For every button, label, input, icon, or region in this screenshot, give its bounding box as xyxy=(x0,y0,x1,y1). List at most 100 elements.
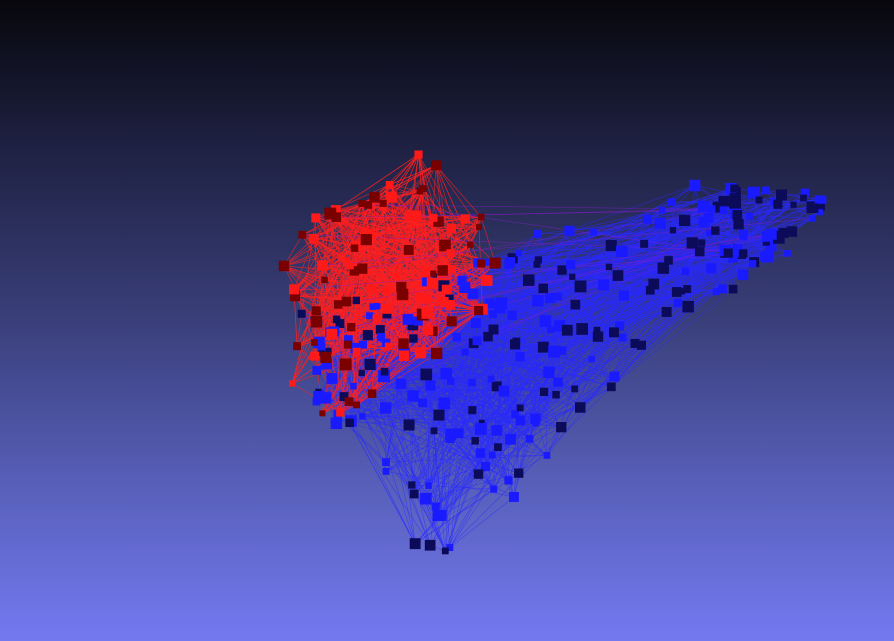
graph-node[interactable] xyxy=(557,346,567,355)
graph-node[interactable] xyxy=(349,266,360,276)
graph-node[interactable] xyxy=(667,198,676,206)
graph-node[interactable] xyxy=(385,181,394,189)
graph-node[interactable] xyxy=(552,391,560,399)
graph-node[interactable] xyxy=(732,250,739,258)
graph-node[interactable] xyxy=(395,378,407,390)
graph-node[interactable] xyxy=(407,319,419,331)
graph-node[interactable] xyxy=(556,422,567,433)
graph-node[interactable] xyxy=(574,280,587,293)
graph-node[interactable] xyxy=(808,215,816,222)
graph-node[interactable] xyxy=(339,392,349,402)
graph-node[interactable] xyxy=(683,285,692,293)
graph-node[interactable] xyxy=(539,315,552,327)
graph-node[interactable] xyxy=(494,443,502,451)
graph-node[interactable] xyxy=(341,296,352,307)
graph-node[interactable] xyxy=(373,302,381,310)
graph-node[interactable] xyxy=(413,316,423,326)
graph-node[interactable] xyxy=(334,300,343,309)
graph-node[interactable] xyxy=(311,306,321,316)
graph-node[interactable] xyxy=(728,253,738,263)
graph-node[interactable] xyxy=(539,387,549,396)
graph-node[interactable] xyxy=(712,288,720,296)
graph-node[interactable] xyxy=(396,288,409,301)
graph-node[interactable] xyxy=(525,435,534,443)
graph-node[interactable] xyxy=(548,345,561,358)
graph-node[interactable] xyxy=(441,547,449,555)
graph-node[interactable] xyxy=(491,425,503,436)
graph-node[interactable] xyxy=(488,451,496,459)
graph-node[interactable] xyxy=(510,339,521,350)
graph-node[interactable] xyxy=(344,397,354,406)
graph-node[interactable] xyxy=(342,257,350,266)
graph-node[interactable] xyxy=(657,262,669,274)
graph-node[interactable] xyxy=(719,206,728,214)
graph-node[interactable] xyxy=(490,485,498,493)
graph-node[interactable] xyxy=(313,391,325,403)
graph-node[interactable] xyxy=(730,184,739,193)
graph-node[interactable] xyxy=(654,217,666,229)
graph-node[interactable] xyxy=(352,296,360,305)
graph-node[interactable] xyxy=(404,211,415,221)
graph-node[interactable] xyxy=(697,200,710,213)
graph-node[interactable] xyxy=(505,433,516,445)
graph-node[interactable] xyxy=(425,482,432,489)
graph-node[interactable] xyxy=(445,300,455,310)
graph-node[interactable] xyxy=(343,340,352,349)
graph-node[interactable] xyxy=(425,380,436,391)
graph-node[interactable] xyxy=(430,270,437,277)
graph-node[interactable] xyxy=(460,214,470,224)
graph-node[interactable] xyxy=(671,287,682,297)
graph-node[interactable] xyxy=(530,413,541,424)
graph-node[interactable] xyxy=(553,320,565,332)
graph-node[interactable] xyxy=(532,295,544,307)
graph-node[interactable] xyxy=(379,199,387,207)
graph-node[interactable] xyxy=(409,489,419,499)
graph-node[interactable] xyxy=(575,402,586,413)
graph-node[interactable] xyxy=(694,246,705,257)
graph-node[interactable] xyxy=(290,291,301,302)
graph-node[interactable] xyxy=(384,342,393,351)
graph-node[interactable] xyxy=(317,342,326,351)
graph-node[interactable] xyxy=(468,378,476,387)
graph-node[interactable] xyxy=(494,301,506,314)
graph-node[interactable] xyxy=(488,324,499,335)
graph-node[interactable] xyxy=(491,381,502,392)
graph-node[interactable] xyxy=(347,323,356,332)
graph-node[interactable] xyxy=(433,409,445,421)
graph-node[interactable] xyxy=(609,371,620,382)
graph-node[interactable] xyxy=(566,260,576,270)
graph-node[interactable] xyxy=(366,312,373,320)
graph-node[interactable] xyxy=(437,265,448,276)
graph-node[interactable] xyxy=(478,419,485,426)
graph-node[interactable] xyxy=(776,189,787,201)
graph-node[interactable] xyxy=(421,267,432,278)
graph-node[interactable] xyxy=(507,310,517,320)
graph-node[interactable] xyxy=(816,209,823,216)
graph-node[interactable] xyxy=(364,358,376,370)
graph-node[interactable] xyxy=(543,366,555,378)
graph-node[interactable] xyxy=(732,210,743,220)
graph-node[interactable] xyxy=(681,267,690,275)
graph-node[interactable] xyxy=(414,150,423,159)
graph-node[interactable] xyxy=(382,309,392,319)
graph-node[interactable] xyxy=(593,326,601,334)
graph-node[interactable] xyxy=(298,230,307,239)
graph-node[interactable] xyxy=(398,350,410,362)
graph-node[interactable] xyxy=(477,259,486,268)
graph-node[interactable] xyxy=(407,390,419,402)
graph-node[interactable] xyxy=(429,213,438,222)
graph-node[interactable] xyxy=(605,263,613,271)
graph-node[interactable] xyxy=(446,249,455,258)
graph-node[interactable] xyxy=(636,340,646,350)
graph-node[interactable] xyxy=(467,288,479,300)
graph-node[interactable] xyxy=(471,437,479,445)
graph-node[interactable] xyxy=(784,250,791,257)
graph-node[interactable] xyxy=(606,382,616,392)
graph-node[interactable] xyxy=(564,225,575,236)
graph-node[interactable] xyxy=(312,365,322,375)
graph-node[interactable] xyxy=(576,323,588,335)
graph-node[interactable] xyxy=(452,332,461,342)
graph-node[interactable] xyxy=(588,356,595,363)
graph-node[interactable] xyxy=(554,292,563,301)
graph-node[interactable] xyxy=(630,338,640,348)
